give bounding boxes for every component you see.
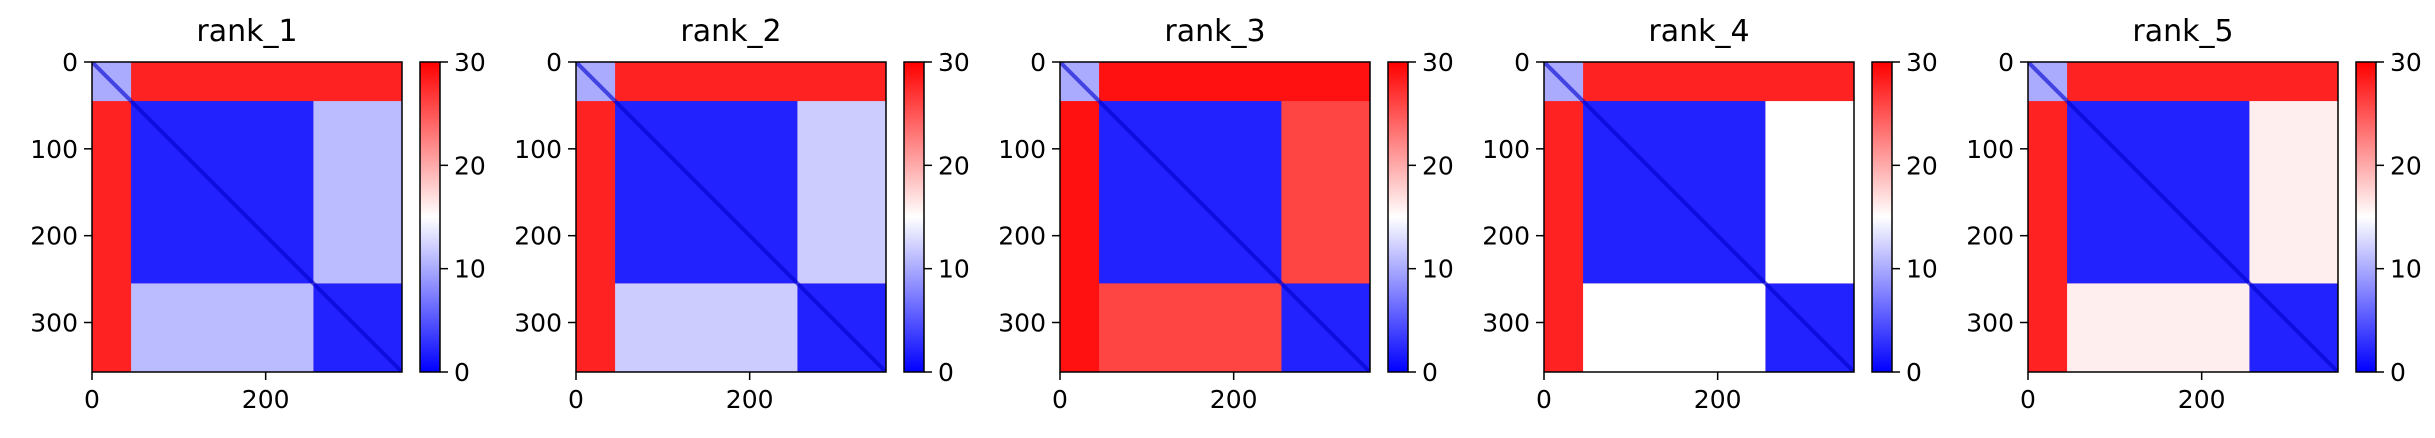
colorbar: [1387, 61, 1409, 373]
chart-title: rank_1: [196, 14, 298, 49]
y-tick-label: 200: [998, 222, 1046, 251]
heatmap-diagonal: [2028, 62, 2338, 372]
y-tick-label: 200: [30, 222, 78, 251]
colorbar: [419, 61, 441, 373]
y-tick-label: 0: [1998, 48, 2014, 77]
colorbar-tick-label: 0: [454, 358, 470, 387]
heatmap-panel-rank-3: rank_3 0 100 200 300 0 200 0 10 20 30: [968, 0, 1455, 438]
colorbar-tick-label: 30: [938, 48, 970, 77]
axes-frame: [1059, 61, 1371, 373]
heatmap-svg: 0 100 200 300 0 200 0 10 20 30: [1966, 48, 2422, 414]
y-tick-label: 0: [546, 48, 562, 77]
y-tick-label: 100: [1482, 135, 1530, 164]
x-tick-label: 200: [1210, 385, 1258, 414]
heatmap-panel-rank-5: rank_5 0 100 200 300 0 200 0 10 20 30: [1936, 0, 2423, 438]
colorbar-tick-label: 10: [2390, 255, 2422, 284]
heatmap-offdiag-upper: [2249, 101, 2338, 284]
axes-frame: [2027, 61, 2339, 373]
colorbar: [1871, 61, 1893, 373]
x-tick-label: 200: [2178, 385, 2226, 414]
colorbar-tick-label: 30: [1422, 48, 1454, 77]
y-tick-label: 0: [1030, 48, 1046, 77]
axes-frame: [1543, 61, 1855, 373]
colorbar-tick-label: 30: [2390, 48, 2422, 77]
y-tick-label: 0: [62, 48, 78, 77]
y-tick-label: 300: [998, 309, 1046, 338]
chart-title: rank_3: [1164, 14, 1266, 49]
heatmap-offdiag-upper: [797, 101, 886, 284]
heatmap-cells: [576, 62, 886, 372]
heatmap-offdiag-upper: [1765, 101, 1854, 284]
heatmap-offdiag-lower: [615, 283, 798, 372]
colorbar: [903, 61, 925, 373]
colorbar-tick-label: 20: [1422, 151, 1454, 180]
colorbar-tick-label: 20: [454, 151, 486, 180]
colorbar-tick-label: 10: [1906, 255, 1938, 284]
colorbar-tick-label: 0: [1906, 358, 1922, 387]
y-tick-label: 200: [1966, 222, 2014, 251]
colorbar-tick-label: 30: [1906, 48, 1938, 77]
heatmap-diagonal: [1544, 62, 1854, 372]
axes-frame: [91, 61, 403, 373]
chart-title: rank_5: [2132, 14, 2234, 49]
heatmap-diagonal: [576, 62, 886, 372]
colorbar-tick-label: 30: [454, 48, 486, 77]
heatmap-cells: [1060, 62, 1370, 372]
heatmap-offdiag-lower: [1099, 283, 1282, 372]
y-tick-label: 300: [514, 309, 562, 338]
heatmap-svg: 0 100 200 300 0 200 0 10 20 30: [998, 48, 1454, 414]
y-tick-label: 100: [30, 135, 78, 164]
colorbar-tick-label: 0: [1422, 358, 1438, 387]
colorbar-tick-label: 10: [1422, 255, 1454, 284]
heatmap-offdiag-upper: [313, 101, 402, 284]
heatmap-panel-rank-2: rank_2 0 100 200 300 0 200 0 10 20 30: [484, 0, 971, 438]
x-tick-label: 0: [568, 385, 584, 414]
x-tick-label: 200: [1694, 385, 1742, 414]
heatmap-cells: [2028, 62, 2338, 372]
y-tick-label: 300: [1966, 309, 2014, 338]
heatmap-offdiag-lower: [131, 283, 314, 372]
x-tick-label: 0: [2020, 385, 2036, 414]
x-tick-label: 200: [242, 385, 290, 414]
chart-title: rank_4: [1648, 14, 1750, 49]
heatmap-cells: [92, 62, 402, 372]
colorbar-tick-label: 10: [938, 255, 970, 284]
y-tick-label: 0: [1514, 48, 1530, 77]
heatmap-panel-rank-4: rank_4 0 100 200 300 0 200 0 10 20 30: [1452, 0, 1939, 438]
heatmap-panel-rank-1: rank_1 0 100 200 300 0 200 0 10 20 30: [0, 0, 487, 438]
heatmap-diagonal: [92, 62, 402, 372]
heatmap-diagonal: [1060, 62, 1370, 372]
colorbar: [2355, 61, 2377, 373]
x-tick-label: 0: [1536, 385, 1552, 414]
x-tick-label: 200: [726, 385, 774, 414]
y-tick-label: 200: [1482, 222, 1530, 251]
heatmap-offdiag-lower: [1583, 283, 1766, 372]
y-tick-label: 100: [998, 135, 1046, 164]
colorbar-tick-label: 20: [2390, 151, 2422, 180]
heatmap-offdiag-lower: [2067, 283, 2250, 372]
colorbar-tick-label: 0: [938, 358, 954, 387]
y-tick-label: 100: [514, 135, 562, 164]
y-tick-label: 100: [1966, 135, 2014, 164]
colorbar-tick-label: 10: [454, 255, 486, 284]
colorbar-tick-label: 20: [938, 151, 970, 180]
colorbar-tick-label: 0: [2390, 358, 2406, 387]
heatmap-svg: 0 100 200 300 0 200 0 10 20 30: [1482, 48, 1938, 414]
colorbar-tick-label: 20: [1906, 151, 1938, 180]
axes-frame: [575, 61, 887, 373]
heatmap-cells: [1544, 62, 1854, 372]
x-tick-label: 0: [1052, 385, 1068, 414]
heatmap-svg: 0 100 200 300 0 200 0 10 20 30: [30, 48, 486, 414]
y-tick-label: 300: [30, 309, 78, 338]
heatmap-svg: 0 100 200 300 0 200 0 10 20 30: [514, 48, 970, 414]
y-tick-label: 300: [1482, 309, 1530, 338]
x-tick-label: 0: [84, 385, 100, 414]
y-tick-label: 200: [514, 222, 562, 251]
chart-title: rank_2: [680, 14, 782, 49]
heatmap-offdiag-upper: [1281, 101, 1370, 284]
